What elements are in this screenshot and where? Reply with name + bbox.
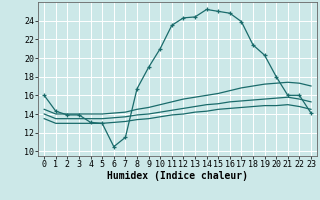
X-axis label: Humidex (Indice chaleur): Humidex (Indice chaleur) bbox=[107, 171, 248, 181]
